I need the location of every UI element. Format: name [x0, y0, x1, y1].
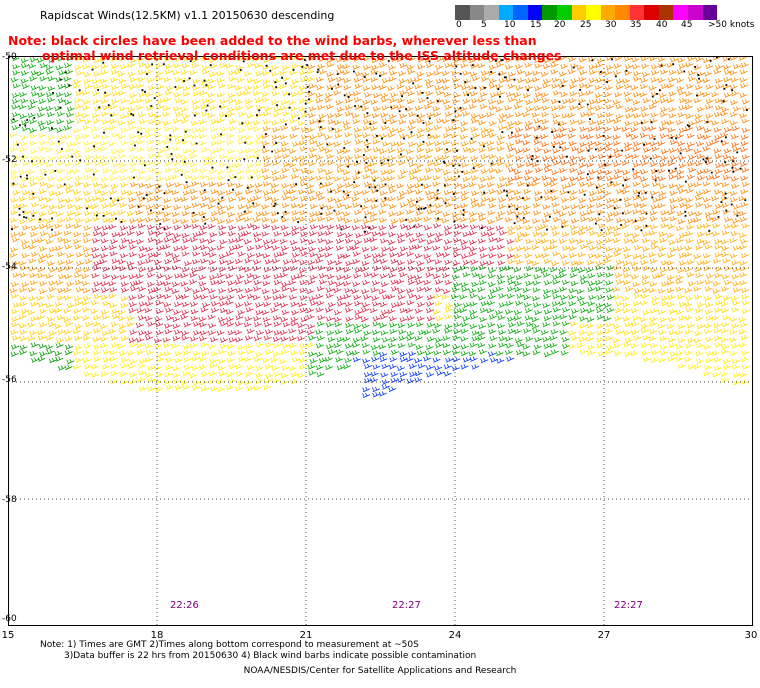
colorbar-swatch: [629, 5, 645, 20]
colorbar-swatch: [455, 5, 470, 20]
lat-label: -58: [2, 495, 17, 505]
lat-label: -56: [2, 375, 17, 385]
colorbar-label: 0: [456, 20, 462, 30]
wind-barb-map: [8, 56, 753, 626]
wind-barb-group: [91, 223, 515, 344]
wind-speed-colorbar: [455, 5, 718, 20]
colorbar-swatch: [673, 5, 688, 20]
colorbar-label: 45: [681, 20, 693, 30]
colorbar-swatch: [556, 5, 572, 20]
lon-label: 27: [597, 630, 611, 641]
footer-notes: Note: 1) Times are GMT 2)Times along bot…: [40, 640, 476, 662]
wind-barbs-layer: [9, 56, 751, 399]
colorbar-swatch: [498, 5, 514, 20]
colorbar-label: 15: [530, 20, 542, 30]
wind-barb-group: [72, 56, 750, 344]
colorbar-swatch: [469, 5, 485, 20]
colorbar-label: 35: [630, 20, 642, 30]
colorbar-label: >50 knots: [708, 20, 755, 30]
wind-barb-group: [72, 342, 750, 393]
colorbar-label: 30: [605, 20, 617, 30]
wind-barb-group: [10, 342, 75, 371]
lon-label: 18: [150, 630, 164, 641]
footer-line-1: Note: 1) Times are GMT 2)Times along bot…: [40, 640, 419, 650]
colorbar-label: 25: [580, 20, 592, 30]
note-line-1: Note: black circles have been added to t…: [8, 33, 537, 48]
wind-barb-group: [352, 351, 515, 399]
colorbar-swatch: [658, 5, 674, 20]
lon-label: 30: [744, 630, 758, 641]
time-label: 22:26: [170, 600, 199, 611]
colorbar-swatch: [615, 5, 630, 20]
lat-label: -50: [2, 52, 17, 62]
map-title: Rapidscat Winds(12.5KM) v1.1 20150630 de…: [40, 9, 335, 22]
lat-label: -54: [2, 262, 17, 272]
map-border: [8, 56, 753, 626]
time-label: 22:27: [392, 600, 421, 611]
lon-label: 21: [299, 630, 313, 641]
colorbar-labels: 0 5 10 15 20 25 30 35 40 45 >50 knots: [450, 20, 760, 34]
colorbar-swatch: [542, 5, 557, 20]
colorbar-swatch: [644, 5, 659, 20]
wind-barb-group: [9, 181, 135, 344]
footer-line-2: 3)Data buffer is 22 hrs from 20150630 4)…: [64, 651, 477, 661]
note-line-2: optimal wind retrieval conditions are me…: [42, 48, 562, 63]
lat-label: -60: [2, 614, 17, 624]
credit-line: NOAA/NESDIS/Center for Satellite Applica…: [243, 666, 517, 676]
wind-barb-group: [128, 56, 751, 225]
colorbar-swatch: [513, 5, 528, 20]
grid-lines: [8, 56, 753, 626]
wind-barb-group: [9, 125, 264, 183]
colorbar-swatch: [484, 5, 499, 20]
colorbar-swatch: [586, 5, 601, 20]
lon-label: 24: [448, 630, 462, 641]
lat-label: -52: [2, 155, 17, 165]
colorbar-label: 5: [481, 20, 487, 30]
colorbar-swatch: [688, 5, 703, 20]
colorbar-label: 20: [554, 20, 566, 30]
wind-barb-group: [10, 56, 615, 378]
wind-barb-group: [507, 125, 750, 183]
lon-label: 15: [1, 630, 15, 641]
ISS-altitude-note: Note: black circles have been added to t…: [8, 33, 562, 63]
colorbar-swatch: [571, 5, 587, 20]
colorbar-label: 10: [504, 20, 516, 30]
colorbar-swatch: [527, 5, 543, 20]
wind-barb-group: [507, 223, 750, 294]
colorbar-swatch: [702, 5, 718, 20]
time-label: 22:27: [614, 600, 643, 611]
colorbar-label: 40: [656, 20, 668, 30]
colorbar-swatch: [600, 5, 616, 20]
